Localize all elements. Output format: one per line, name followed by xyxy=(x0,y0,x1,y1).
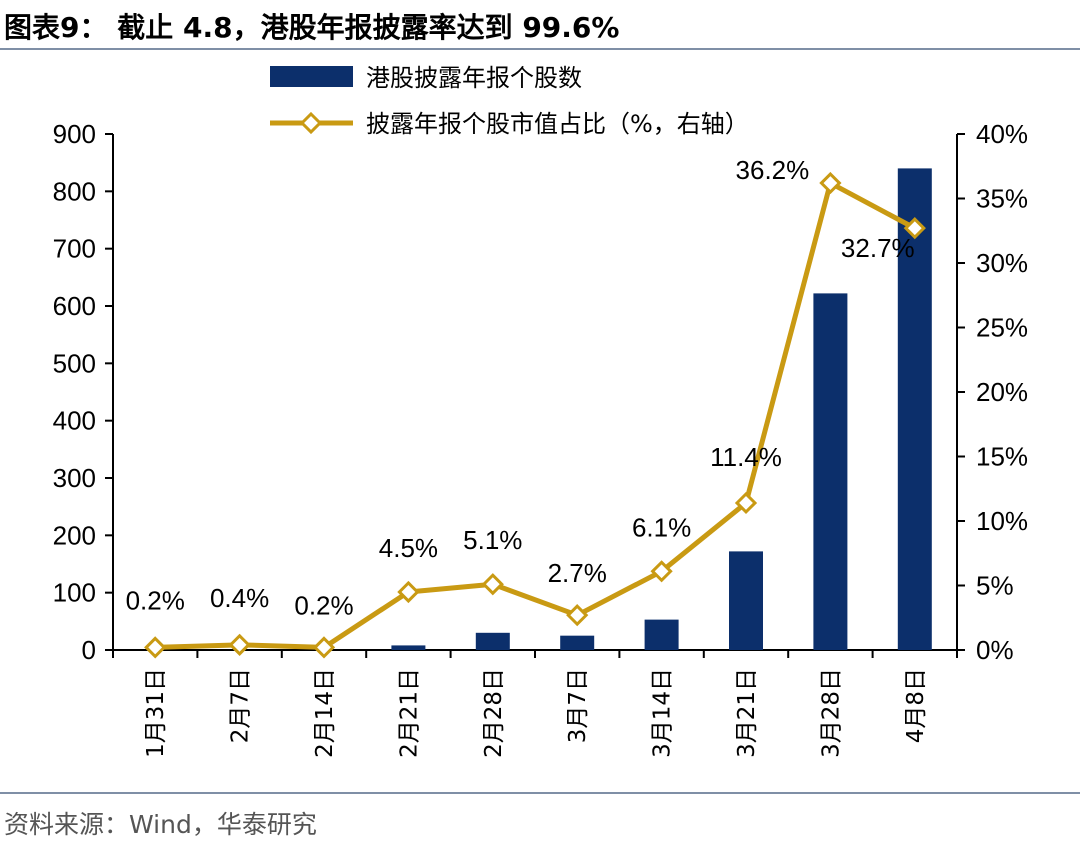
axes: 0 100 200 300 400 500 600 700 800 900 0% 5% 10% 15% 20… xyxy=(53,119,1028,758)
line-point-marker xyxy=(228,633,251,656)
y-right-tick-label: 5% xyxy=(976,571,1014,601)
x-tick-label: 2月21日 xyxy=(396,668,422,758)
data-label: 6.1% xyxy=(632,512,691,542)
x-tick-label: 2月7日 xyxy=(228,668,254,743)
line-point-marker xyxy=(566,604,589,627)
y-right-tick-label: 0% xyxy=(976,635,1014,665)
data-label: 4.5% xyxy=(379,533,438,563)
line-point-marker xyxy=(312,636,336,659)
y-right-tick-label: 20% xyxy=(976,377,1028,407)
data-label: 36.2% xyxy=(736,155,810,185)
data-label: 0.2% xyxy=(294,590,353,620)
bar xyxy=(897,168,932,650)
y-left-tick-label: 200 xyxy=(53,520,96,550)
footer-divider xyxy=(0,792,1080,794)
bar xyxy=(391,645,426,650)
y-right-tick-label: 25% xyxy=(976,313,1028,343)
source-note: 资料来源：Wind，华泰研究 xyxy=(4,810,317,839)
bar-series xyxy=(391,168,932,650)
legend-swatch-marker xyxy=(299,111,323,135)
chart-title: 图表9： 截止 4.8，港股年报披露率达到 99.6% xyxy=(4,11,620,44)
y-left-tick-label: 800 xyxy=(53,176,96,206)
x-tick-label: 3月21日 xyxy=(734,668,760,758)
y-right-tick-label: 15% xyxy=(976,442,1028,472)
data-labels: 0.2% 0.4% 0.2% 4.5% 5.1% 2.7% 6.1% 11.4% 36.2% 32… xyxy=(126,155,915,620)
y-left-tick-label: 900 xyxy=(53,119,96,149)
y-right-tick-label: 40% xyxy=(976,119,1028,149)
x-tick-label: 2月28日 xyxy=(481,668,507,758)
x-tick-label: 3月7日 xyxy=(565,668,591,743)
line-point-marker xyxy=(903,217,926,240)
data-label: 2.7% xyxy=(548,558,607,588)
y-left-tick-label: 300 xyxy=(53,463,96,493)
title-divider xyxy=(0,48,1080,50)
x-tick-label: 3月14日 xyxy=(650,668,676,758)
line-point-marker xyxy=(650,560,673,583)
line-point-marker xyxy=(144,636,167,659)
data-label: 5.1% xyxy=(463,525,522,555)
data-label: 0.2% xyxy=(126,585,185,615)
bar xyxy=(560,635,595,650)
bar xyxy=(729,551,763,650)
y-left-tick-label: 500 xyxy=(53,348,96,378)
y-left-tick-label: 400 xyxy=(53,406,96,436)
y-left-tick-label: 700 xyxy=(53,234,96,264)
x-tick-label: 3月28日 xyxy=(818,668,844,758)
legend-swatch-bar xyxy=(270,66,353,87)
line-series xyxy=(144,171,926,659)
y-left-tick-label: 100 xyxy=(53,578,96,608)
line-path xyxy=(155,180,916,650)
line-point-marker xyxy=(397,580,420,604)
bar xyxy=(475,632,510,650)
x-tick-label: 2月14日 xyxy=(312,668,338,758)
line-point-marker xyxy=(481,573,504,596)
y-right-tick-label: 10% xyxy=(976,506,1028,536)
bar xyxy=(813,293,848,650)
y-right-tick-label: 35% xyxy=(976,184,1028,214)
data-label: 32.7% xyxy=(841,233,915,263)
data-label: 0.4% xyxy=(210,583,269,613)
legend-label-line: 披露年报个股市值占比（%，右轴） xyxy=(366,110,749,138)
y-right-tick-label: 30% xyxy=(976,248,1028,278)
y-left-tick-label: 600 xyxy=(53,291,96,321)
x-tick-label: 1月31日 xyxy=(143,668,169,758)
bar xyxy=(644,619,679,650)
y-left-tick-label: 0 xyxy=(82,635,96,665)
line-point-marker xyxy=(819,171,842,195)
line-point-marker xyxy=(734,491,758,515)
x-tick-label: 4月8日 xyxy=(903,668,929,743)
legend-label-bar: 港股披露年报个股数 xyxy=(366,64,582,92)
data-label: 11.4% xyxy=(710,442,782,472)
